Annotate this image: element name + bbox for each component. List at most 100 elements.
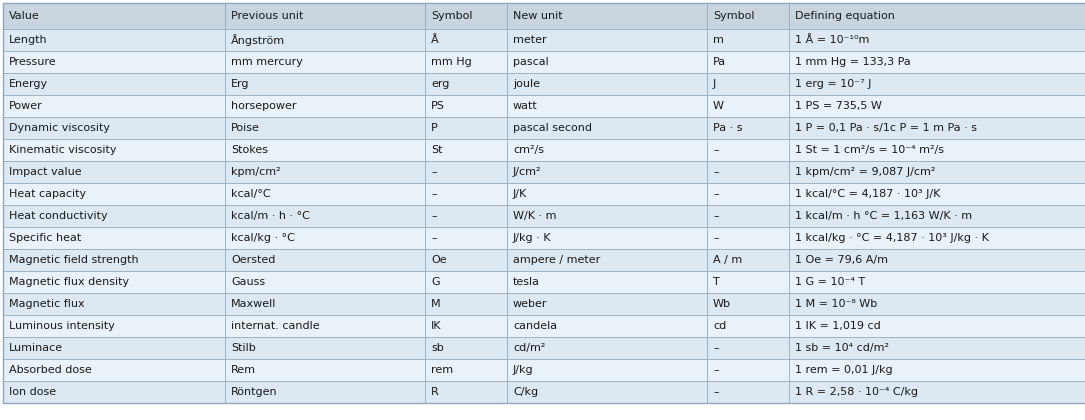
Bar [425, 293, 507, 315]
Text: cd: cd [713, 321, 726, 331]
Text: –: – [431, 211, 436, 221]
Text: 1 rem = 0,01 J/kg: 1 rem = 0,01 J/kg [795, 365, 893, 375]
Bar [507, 161, 707, 183]
Text: horsepower: horsepower [231, 101, 296, 111]
Text: Length: Length [9, 35, 48, 45]
Bar [789, 381, 1085, 403]
Bar [507, 315, 707, 337]
Bar [789, 95, 1085, 117]
Text: –: – [713, 167, 718, 177]
Text: pascal: pascal [513, 57, 549, 67]
Text: 1 M = 10⁻⁸ Wb: 1 M = 10⁻⁸ Wb [795, 299, 878, 309]
Bar [3, 95, 225, 117]
Bar [707, 227, 789, 249]
Text: m: m [713, 35, 724, 45]
Bar [225, 293, 425, 315]
Text: Maxwell: Maxwell [231, 299, 277, 309]
Bar [507, 95, 707, 117]
Text: Power: Power [9, 101, 42, 111]
Bar [3, 29, 225, 51]
Bar [3, 293, 225, 315]
Text: tesla: tesla [513, 277, 540, 287]
Text: IK: IK [431, 321, 442, 331]
Text: A / m: A / m [713, 255, 742, 265]
Bar [225, 359, 425, 381]
Bar [707, 3, 789, 29]
Bar [507, 337, 707, 359]
Text: 1 PS = 735,5 W: 1 PS = 735,5 W [795, 101, 882, 111]
Text: meter: meter [513, 35, 547, 45]
Bar [507, 73, 707, 95]
Bar [707, 293, 789, 315]
Bar [789, 249, 1085, 271]
Bar [425, 271, 507, 293]
Bar [3, 73, 225, 95]
Bar [789, 359, 1085, 381]
Bar [707, 161, 789, 183]
Bar [507, 227, 707, 249]
Text: joule: joule [513, 79, 540, 89]
Text: Previous unit: Previous unit [231, 11, 304, 21]
Text: –: – [431, 233, 436, 243]
Bar [3, 117, 225, 139]
Bar [707, 95, 789, 117]
Bar [3, 161, 225, 183]
Bar [3, 359, 225, 381]
Bar [507, 359, 707, 381]
Bar [225, 51, 425, 73]
Bar [507, 51, 707, 73]
Text: pascal second: pascal second [513, 123, 592, 133]
Text: 1 Å = 10⁻¹⁰m: 1 Å = 10⁻¹⁰m [795, 35, 869, 45]
Bar [225, 315, 425, 337]
Bar [425, 249, 507, 271]
Bar [789, 227, 1085, 249]
Text: 1 Oe = 79,6 A/m: 1 Oe = 79,6 A/m [795, 255, 888, 265]
Bar [225, 183, 425, 205]
Text: 1 P = 0,1 Pa · s/1c P = 1 m Pa · s: 1 P = 0,1 Pa · s/1c P = 1 m Pa · s [795, 123, 976, 133]
Bar [425, 315, 507, 337]
Text: Ion dose: Ion dose [9, 387, 56, 397]
Text: W: W [713, 101, 724, 111]
Text: 1 mm Hg = 133,3 Pa: 1 mm Hg = 133,3 Pa [795, 57, 910, 67]
Text: ampere / meter: ampere / meter [513, 255, 600, 265]
Text: kcal/kg · °C: kcal/kg · °C [231, 233, 295, 243]
Text: kcal/m · h · °C: kcal/m · h · °C [231, 211, 310, 221]
Text: –: – [713, 387, 718, 397]
Bar [225, 271, 425, 293]
Text: rem: rem [431, 365, 454, 375]
Text: J: J [713, 79, 716, 89]
Text: cd/m²: cd/m² [513, 343, 546, 353]
Text: kcal/°C: kcal/°C [231, 189, 270, 199]
Text: 1 R = 2,58 · 10⁻⁴ C/kg: 1 R = 2,58 · 10⁻⁴ C/kg [795, 387, 918, 397]
Bar [425, 51, 507, 73]
Bar [3, 249, 225, 271]
Bar [707, 381, 789, 403]
Bar [225, 227, 425, 249]
Text: erg: erg [431, 79, 449, 89]
Text: New unit: New unit [513, 11, 563, 21]
Text: J/kg · K: J/kg · K [513, 233, 551, 243]
Text: St: St [431, 145, 443, 155]
Text: M: M [431, 299, 441, 309]
Bar [507, 3, 707, 29]
Bar [425, 381, 507, 403]
Bar [707, 51, 789, 73]
Bar [425, 139, 507, 161]
Text: candela: candela [513, 321, 557, 331]
Text: 1 erg = 10⁻⁷ J: 1 erg = 10⁻⁷ J [795, 79, 871, 89]
Bar [225, 161, 425, 183]
Bar [425, 205, 507, 227]
Text: Heat conductivity: Heat conductivity [9, 211, 107, 221]
Text: Pa: Pa [713, 57, 726, 67]
Text: R: R [431, 387, 438, 397]
Text: Magnetic field strength: Magnetic field strength [9, 255, 139, 265]
Bar [707, 271, 789, 293]
Bar [707, 315, 789, 337]
Bar [425, 95, 507, 117]
Text: mm mercury: mm mercury [231, 57, 303, 67]
Bar [225, 139, 425, 161]
Bar [789, 161, 1085, 183]
Text: Stokes: Stokes [231, 145, 268, 155]
Text: Absorbed dose: Absorbed dose [9, 365, 92, 375]
Text: Magnetic flux density: Magnetic flux density [9, 277, 129, 287]
